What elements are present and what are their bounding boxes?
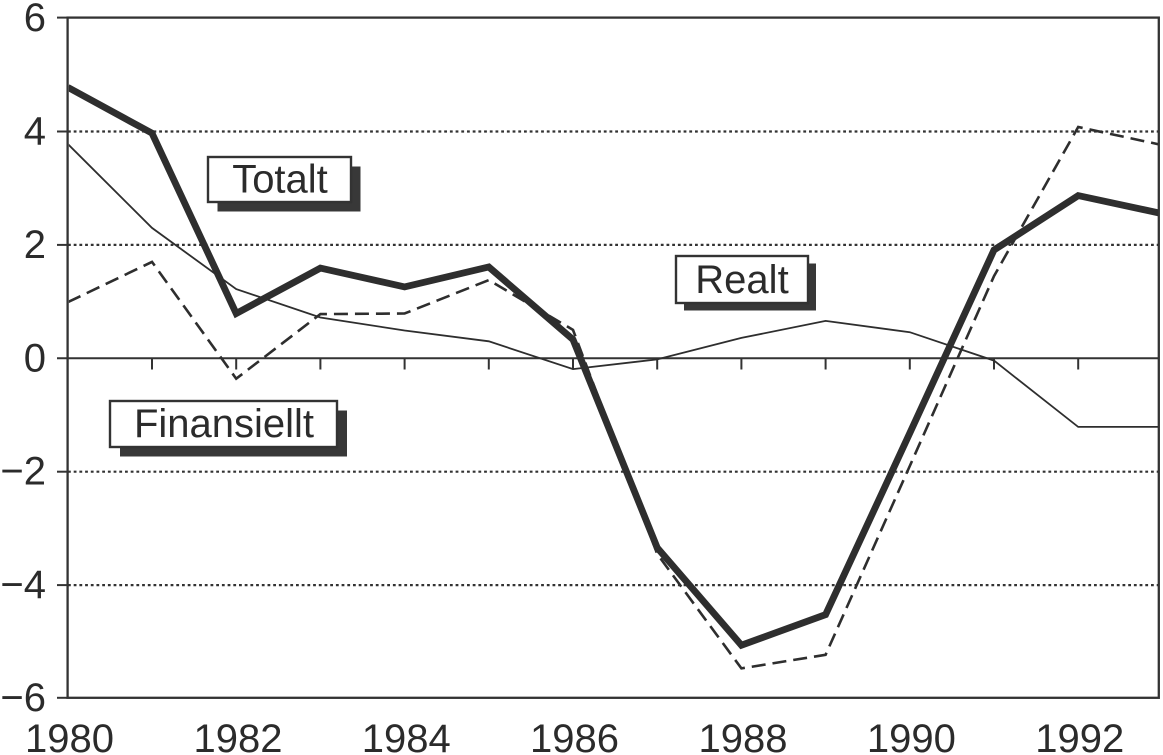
svg-text:1982: 1982: [194, 717, 283, 755]
svg-text:−4: −4: [0, 563, 46, 607]
svg-text:Realt: Realt: [695, 258, 788, 302]
svg-text:1984: 1984: [362, 717, 451, 755]
svg-text:Finansiellt: Finansiellt: [134, 402, 314, 446]
svg-text:−2: −2: [0, 450, 46, 494]
svg-text:1992: 1992: [1035, 717, 1124, 755]
svg-text:0: 0: [24, 336, 46, 380]
svg-text:1988: 1988: [699, 717, 788, 755]
svg-text:1980: 1980: [25, 717, 114, 755]
svg-text:−6: −6: [0, 676, 46, 720]
svg-text:4: 4: [24, 110, 46, 154]
svg-text:1986: 1986: [530, 717, 619, 755]
svg-text:Totalt: Totalt: [232, 158, 328, 202]
svg-text:2: 2: [24, 223, 46, 267]
svg-text:6: 6: [24, 0, 46, 40]
svg-text:1990: 1990: [867, 717, 956, 755]
